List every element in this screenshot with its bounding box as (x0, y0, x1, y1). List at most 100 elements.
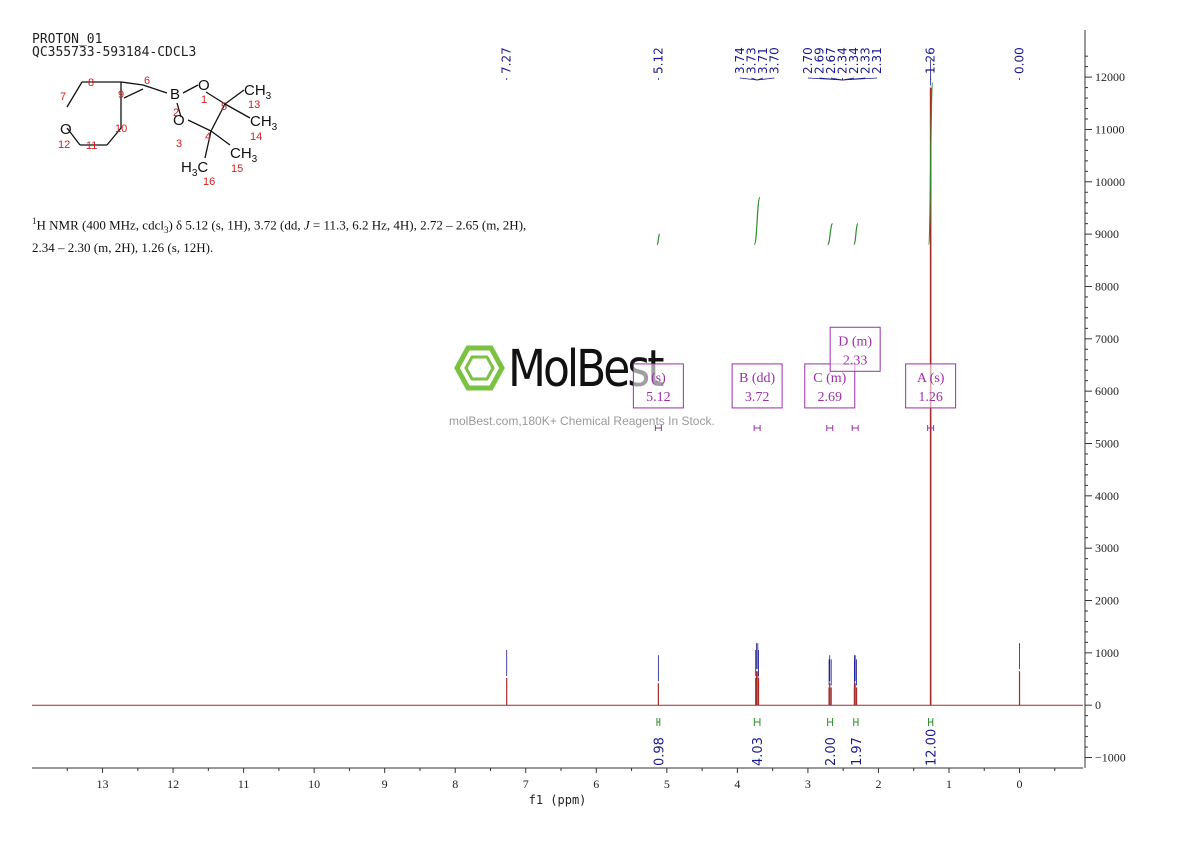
multiplet-type: C (m) (813, 371, 846, 386)
peak-label: 1.26 (924, 47, 938, 74)
atom-ch3-13: CH3 (244, 82, 272, 102)
peak-label: 3.70 (767, 47, 781, 74)
x-tick-label: 4 (734, 777, 740, 791)
y-tick-label: −1000 (1095, 751, 1126, 765)
mol-num-2: 2 (173, 107, 179, 119)
peak-label: 2.70 (801, 47, 815, 74)
multiplet-box (829, 326, 881, 372)
mol-num-12: 12 (58, 139, 70, 151)
x-tick-label: 8 (452, 777, 458, 791)
multiplet-type: A (s) (917, 371, 945, 386)
integral-value: 0.98 (652, 737, 667, 766)
x-axis-label: f1 (ppm) (529, 793, 587, 807)
watermark-tagline: molBest.com,180K+ Chemical Reagents In S… (449, 414, 715, 428)
atom-b: B (170, 86, 180, 103)
mol-num-1: 1 (201, 94, 207, 106)
peak-label: 2.34 (847, 47, 861, 74)
mol-num-5: 5 (221, 101, 227, 113)
mol-num-13: 13 (248, 99, 260, 111)
x-tick-label: 3 (805, 777, 811, 791)
mol-num-3: 3 (176, 138, 182, 150)
spectrum-header-line2: QC355733-593184-CDCL3 (32, 45, 197, 60)
mol-num-6: 6 (144, 75, 150, 87)
mol-num-4: 4 (205, 131, 211, 143)
integral-curve (827, 223, 834, 246)
peak-label: 2.33 (858, 47, 872, 74)
y-tick-label: 1000 (1095, 646, 1119, 660)
mol-num-15: 15 (231, 163, 243, 175)
molbest-logo (454, 345, 505, 391)
mol-num-11: 11 (86, 140, 97, 152)
mol-num-9: 9 (118, 89, 124, 101)
y-tick-label: 9000 (1095, 227, 1119, 241)
peak-label-leader (751, 77, 758, 81)
x-tick-label: 2 (875, 777, 881, 791)
nmr-line1c: = 11.3, 6.2 Hz, 4H), 2.72 – 2.65 (m, 2H)… (309, 217, 527, 233)
nmr-line1: H NMR (400 MHz, cdcl (36, 217, 164, 233)
multiplet-box (632, 363, 684, 409)
nmr-line2: 2.34 – 2.30 (m, 2H), 1.26 (s, 12H). (32, 239, 214, 255)
peak-label-leader (739, 77, 758, 81)
multiplet-type: D (m) (838, 334, 872, 349)
peak-label-leader (842, 77, 877, 81)
y-tick-label: 10000 (1095, 175, 1125, 189)
x-tick-label: 5 (664, 777, 670, 791)
y-tick-label: 8000 (1095, 279, 1119, 293)
multiplet-shift: 3.72 (745, 390, 770, 405)
peak-label: 7.27 (500, 47, 514, 74)
nmr-j: J (303, 217, 310, 233)
peak-label: 5.12 (651, 47, 665, 74)
atom-o1: O (198, 77, 210, 94)
multiplet-type: (s) (651, 371, 666, 386)
atom-o-ring: O (60, 121, 72, 138)
atom-ch3-14: CH3 (250, 113, 278, 133)
peak-label: 2.67 (824, 47, 838, 74)
y-tick-label: 0 (1095, 698, 1101, 712)
y-tick-label: 12000 (1095, 70, 1125, 84)
y-tick-label: 5000 (1095, 436, 1119, 450)
multiplet-shift: 2.33 (843, 353, 868, 368)
peak-label: 0.00 (1013, 47, 1027, 74)
integral-curve (753, 196, 761, 246)
x-tick-label: 7 (523, 777, 529, 791)
multiplet-shift: 1.26 (918, 390, 943, 405)
atom-h3c-16: H3C (181, 159, 208, 179)
mol-num-16: 16 (203, 176, 215, 188)
peak-label: 2.69 (812, 47, 826, 74)
y-tick-label: 2000 (1095, 594, 1119, 608)
integral-value: 2.00 (824, 737, 839, 766)
multiplet-type: B (dd) (739, 371, 776, 386)
atom-ch3-15: CH3 (230, 145, 258, 165)
x-tick-label: 6 (593, 777, 599, 791)
x-tick-label: 1 (946, 777, 952, 791)
integral-curve (853, 223, 859, 246)
x-tick-label: 12 (167, 777, 179, 791)
nmr-sub: 3 (163, 224, 169, 235)
x-tick-label: 13 (97, 777, 109, 791)
y-tick-label: 11000 (1095, 122, 1125, 136)
mol-num-7: 7 (60, 91, 66, 103)
x-tick-label: 0 (1017, 777, 1023, 791)
atom-o3: O (173, 112, 185, 129)
multiplet-box (905, 363, 957, 409)
x-tick-label: 11 (238, 777, 250, 791)
mol-num-14: 14 (250, 131, 262, 143)
integral-value: 12.00 (925, 729, 940, 766)
x-tick-label: 10 (308, 777, 320, 791)
integral-value: 1.97 (850, 737, 865, 766)
nmr-description: 1H NMR (400 MHz, cdcl3) δ 5.12 (s, 1H), … (32, 213, 632, 256)
y-tick-label: 7000 (1095, 332, 1119, 346)
mol-num-8: 8 (88, 77, 94, 89)
multiplet-shift: 2.69 (818, 390, 843, 405)
integral-value: 4.03 (751, 737, 766, 766)
integral-curve (927, 81, 934, 246)
peak-label: 3.73 (744, 47, 758, 74)
x-tick-label: 9 (382, 777, 388, 791)
mol-num-10: 10 (115, 123, 127, 135)
peak-label: 3.74 (733, 47, 747, 74)
y-tick-label: 6000 (1095, 384, 1119, 398)
peak-label: 2.34 (835, 47, 849, 74)
y-tick-label: 4000 (1095, 489, 1119, 503)
integral-curve (656, 233, 661, 246)
